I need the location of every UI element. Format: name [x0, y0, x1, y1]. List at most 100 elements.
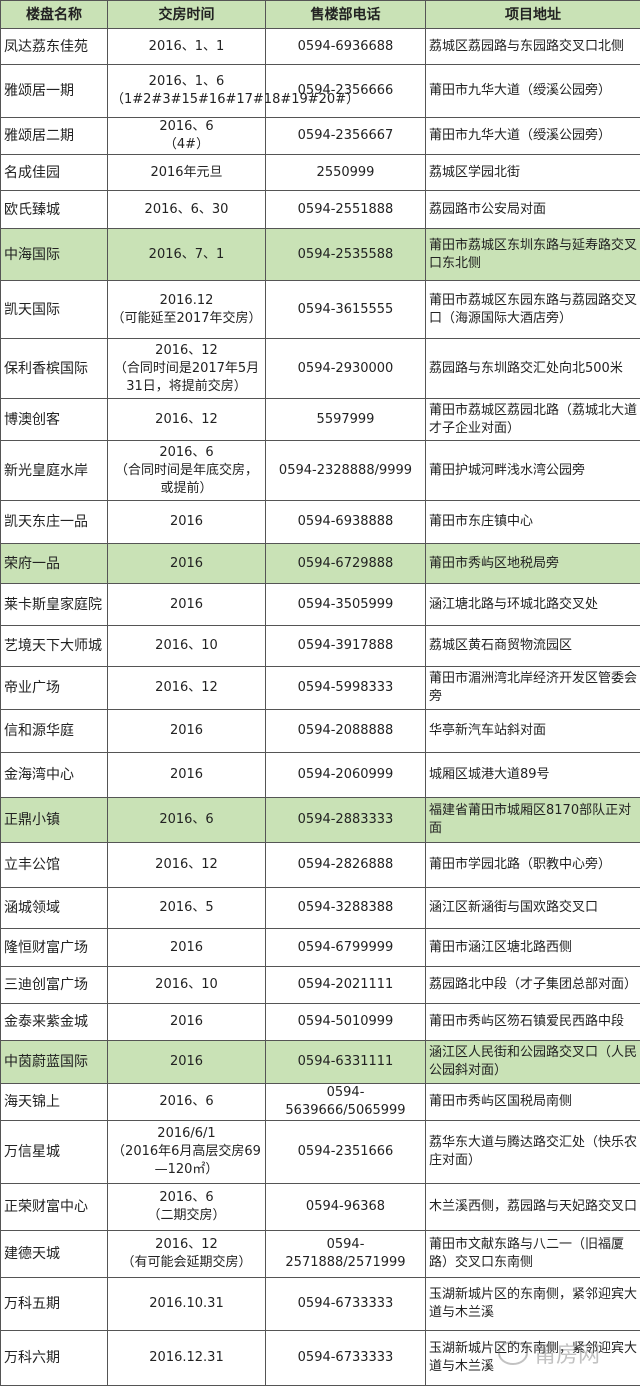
- cell-address: 木兰溪西侧，荔园路与天妃路交叉口: [425, 1183, 640, 1231]
- cell-sales-phone: 0594-5998333: [265, 666, 426, 710]
- cell-sales-phone: 0594-6733333: [265, 1277, 426, 1331]
- table-row: 荣府一品 2016 0594-6729888 莆田市秀屿区地税局旁: [0, 543, 640, 584]
- header-project-name: 楼盘名称: [0, 0, 108, 29]
- table-row: 雅颂居一期 2016、1、6 （1#2#3#15#16#17#18#19#20#）…: [0, 64, 640, 118]
- table-row: 名成佳园 2016年元旦 2550999 荔城区学园北街: [0, 154, 640, 191]
- cell-address: 华亭新汽车站斜对面: [425, 709, 640, 753]
- cell-delivery-date: 2016、5: [107, 887, 266, 929]
- cell-sales-phone: 0594-3615555: [265, 280, 426, 339]
- cell-sales-phone: 0594-2088888: [265, 709, 426, 753]
- table-row: 凯天国际 2016.12 （可能延至2017年交房） 0594-3615555 莆田市…: [0, 280, 640, 339]
- table-row: 万科六期 2016.12.31 0594-6733333 玉湖新城片区的东南侧，紧邻迎…: [0, 1330, 640, 1386]
- cell-delivery-date: 2016: [107, 1040, 266, 1084]
- cell-delivery-date: 2016: [107, 709, 266, 753]
- cell-address: 玉湖新城片区的东南侧，紧邻迎宾大道与木兰溪: [425, 1330, 640, 1386]
- cell-sales-phone: 0594-5639666/5065999: [265, 1083, 426, 1121]
- cell-project-name: 雅颂居二期: [0, 117, 108, 155]
- cell-address: 荔园路市公安局对面: [425, 190, 640, 229]
- cell-delivery-date: 2016、6 （合同时间是年底交房，或提前）: [107, 440, 266, 501]
- cell-project-name: 中海国际: [0, 228, 108, 281]
- cell-delivery-date: 2016、6、30: [107, 190, 266, 229]
- cell-address: 莆田市荔城区东圳东路与延寿路交叉口东北侧: [425, 228, 640, 281]
- cell-delivery-date: 2016.12.31: [107, 1330, 266, 1386]
- cell-address: 莆田市秀屿区地税局旁: [425, 543, 640, 584]
- cell-delivery-date: 2016、12: [107, 842, 266, 888]
- cell-project-name: 金泰来紫金城: [0, 1003, 108, 1041]
- cell-address: 莆田市九华大道（绶溪公园旁）: [425, 64, 640, 118]
- table-header-row: 楼盘名称 交房时间 售楼部电话 项目地址: [0, 0, 640, 29]
- cell-delivery-date: 2016年元旦: [107, 154, 266, 191]
- cell-sales-phone: 0594-2930000: [265, 338, 426, 399]
- cell-address: 莆田市秀屿区国税局南侧: [425, 1083, 640, 1121]
- cell-delivery-date: 2016: [107, 583, 266, 626]
- cell-project-name: 涵城领域: [0, 887, 108, 929]
- table-row: 金泰来紫金城 2016 0594-5010999 莆田市秀屿区笏石镇爱民西路中段: [0, 1003, 640, 1041]
- cell-sales-phone: 0594-2571888/2571999: [265, 1230, 426, 1278]
- cell-address: 涵江区新涵街与国欢路交叉口: [425, 887, 640, 929]
- cell-project-name: 海天锦上: [0, 1083, 108, 1121]
- watermark-text: 莆房网: [533, 1343, 600, 1368]
- watermark-logo: 莆房网: [497, 1337, 600, 1369]
- cell-project-name: 凤达荔东佳苑: [0, 28, 108, 65]
- cell-address: 涵江区人民街和公园路交叉口（人民公园斜对面）: [425, 1040, 640, 1084]
- table-row: 保利香槟国际 2016、12 （合同时间是2017年5月31日，将提前交房） 059…: [0, 338, 640, 399]
- cell-address: 荔城区荔园路与东园路交叉口北侧: [425, 28, 640, 65]
- cell-sales-phone: 0594-2328888/9999: [265, 440, 426, 501]
- cell-delivery-date: 2016、10: [107, 625, 266, 667]
- cell-sales-phone: 0594-2535588: [265, 228, 426, 281]
- cell-sales-phone: 0594-96368: [265, 1183, 426, 1231]
- cell-delivery-date: 2016、6: [107, 797, 266, 843]
- cell-delivery-date: 2016、1、6 （1#2#3#15#16#17#18#19#20#）: [107, 64, 359, 118]
- cell-delivery-date: 2016、6 （4#）: [107, 117, 266, 155]
- cell-delivery-date: 2016、6 （二期交房）: [107, 1183, 266, 1231]
- cell-address: 荔园路与东圳路交汇处向北500米: [425, 338, 640, 399]
- cell-address: 玉湖新城片区的东南侧，紧邻迎宾大道与木兰溪: [425, 1277, 640, 1331]
- cell-sales-phone: 0594-3505999: [265, 583, 426, 626]
- cell-project-name: 荣府一品: [0, 543, 108, 584]
- cell-sales-phone: 0594-6936688: [265, 28, 426, 65]
- cell-sales-phone: 0594-5010999: [265, 1003, 426, 1041]
- cell-address: 莆田市文献东路与八二一（旧福厦路）交叉口东南侧: [425, 1230, 640, 1278]
- cell-delivery-date: 2016.10.31: [107, 1277, 266, 1331]
- cell-sales-phone: 0594-6733333: [265, 1330, 426, 1386]
- cell-project-name: 莱卡斯皇家庭院: [0, 583, 108, 626]
- cell-sales-phone: 0594-6799999: [265, 928, 426, 967]
- table-row: 正鼎小镇 2016、6 0594-2883333 福建省莆田市城厢区8170部队正对面: [0, 797, 640, 843]
- cell-address: 莆田市荔城区荔园北路（荔城北大道才子企业对面）: [425, 398, 640, 441]
- table-row: 雅颂居二期 2016、6 （4#） 0594-2356667 莆田市九华大道（绶溪公园…: [0, 117, 640, 155]
- cell-address: 涵江塘北路与环城北路交叉处: [425, 583, 640, 626]
- cell-address: 福建省莆田市城厢区8170部队正对面: [425, 797, 640, 843]
- cell-address: 莆田市涵江区塘北路西侧: [425, 928, 640, 967]
- cell-project-name: 金海湾中心: [0, 752, 108, 798]
- cell-delivery-date: 2016、12: [107, 666, 266, 710]
- cell-address: 荔华东大道与腾达路交汇处（快乐农庄对面）: [425, 1120, 640, 1184]
- cell-project-name: 信和源华庭: [0, 709, 108, 753]
- cell-project-name: 博澳创客: [0, 398, 108, 441]
- cell-sales-phone: 2550999: [265, 154, 426, 191]
- cell-project-name: 正鼎小镇: [0, 797, 108, 843]
- header-delivery-date: 交房时间: [107, 0, 266, 29]
- cell-delivery-date: 2016、12: [107, 398, 266, 441]
- cell-sales-phone: 0594-2021111: [265, 966, 426, 1004]
- table-row: 中海国际 2016、7、1 0594-2535588 莆田市荔城区东圳东路与延寿路交叉…: [0, 228, 640, 281]
- cell-project-name: 万信星城: [0, 1120, 108, 1184]
- table-row: 中茵蔚蓝国际 2016 0594-6331111 涵江区人民街和公园路交叉口（人民公园…: [0, 1040, 640, 1084]
- wechat-icon: [497, 1341, 528, 1365]
- cell-address: 荔园路北中段（才子集团总部对面）: [425, 966, 640, 1004]
- cell-delivery-date: 2016、6: [107, 1083, 266, 1121]
- cell-address: 莆田市荔城区东园东路与荔园路交叉口（海源国际大酒店旁）: [425, 280, 640, 339]
- cell-delivery-date: 2016、1、1: [107, 28, 266, 65]
- cell-sales-phone: 0594-6331111: [265, 1040, 426, 1084]
- cell-sales-phone: 0594-2883333: [265, 797, 426, 843]
- cell-project-name: 雅颂居一期: [0, 64, 108, 118]
- table-row: 莱卡斯皇家庭院 2016 0594-3505999 涵江塘北路与环城北路交叉处: [0, 583, 640, 626]
- table-row: 凯天东庄一品 2016 0594-6938888 莆田市东庄镇中心: [0, 500, 640, 544]
- header-sales-phone: 售楼部电话: [265, 0, 426, 29]
- cell-sales-phone: 0594-6938888: [265, 500, 426, 544]
- cell-project-name: 帝业广场: [0, 666, 108, 710]
- table-row: 海天锦上 2016、6 0594-5639666/5065999 莆田市秀屿区国税局南…: [0, 1083, 640, 1121]
- cell-sales-phone: 0594-6729888: [265, 543, 426, 584]
- table-row: 金海湾中心 2016 0594-2060999 城厢区城港大道89号: [0, 752, 640, 798]
- cell-project-name: 保利香槟国际: [0, 338, 108, 399]
